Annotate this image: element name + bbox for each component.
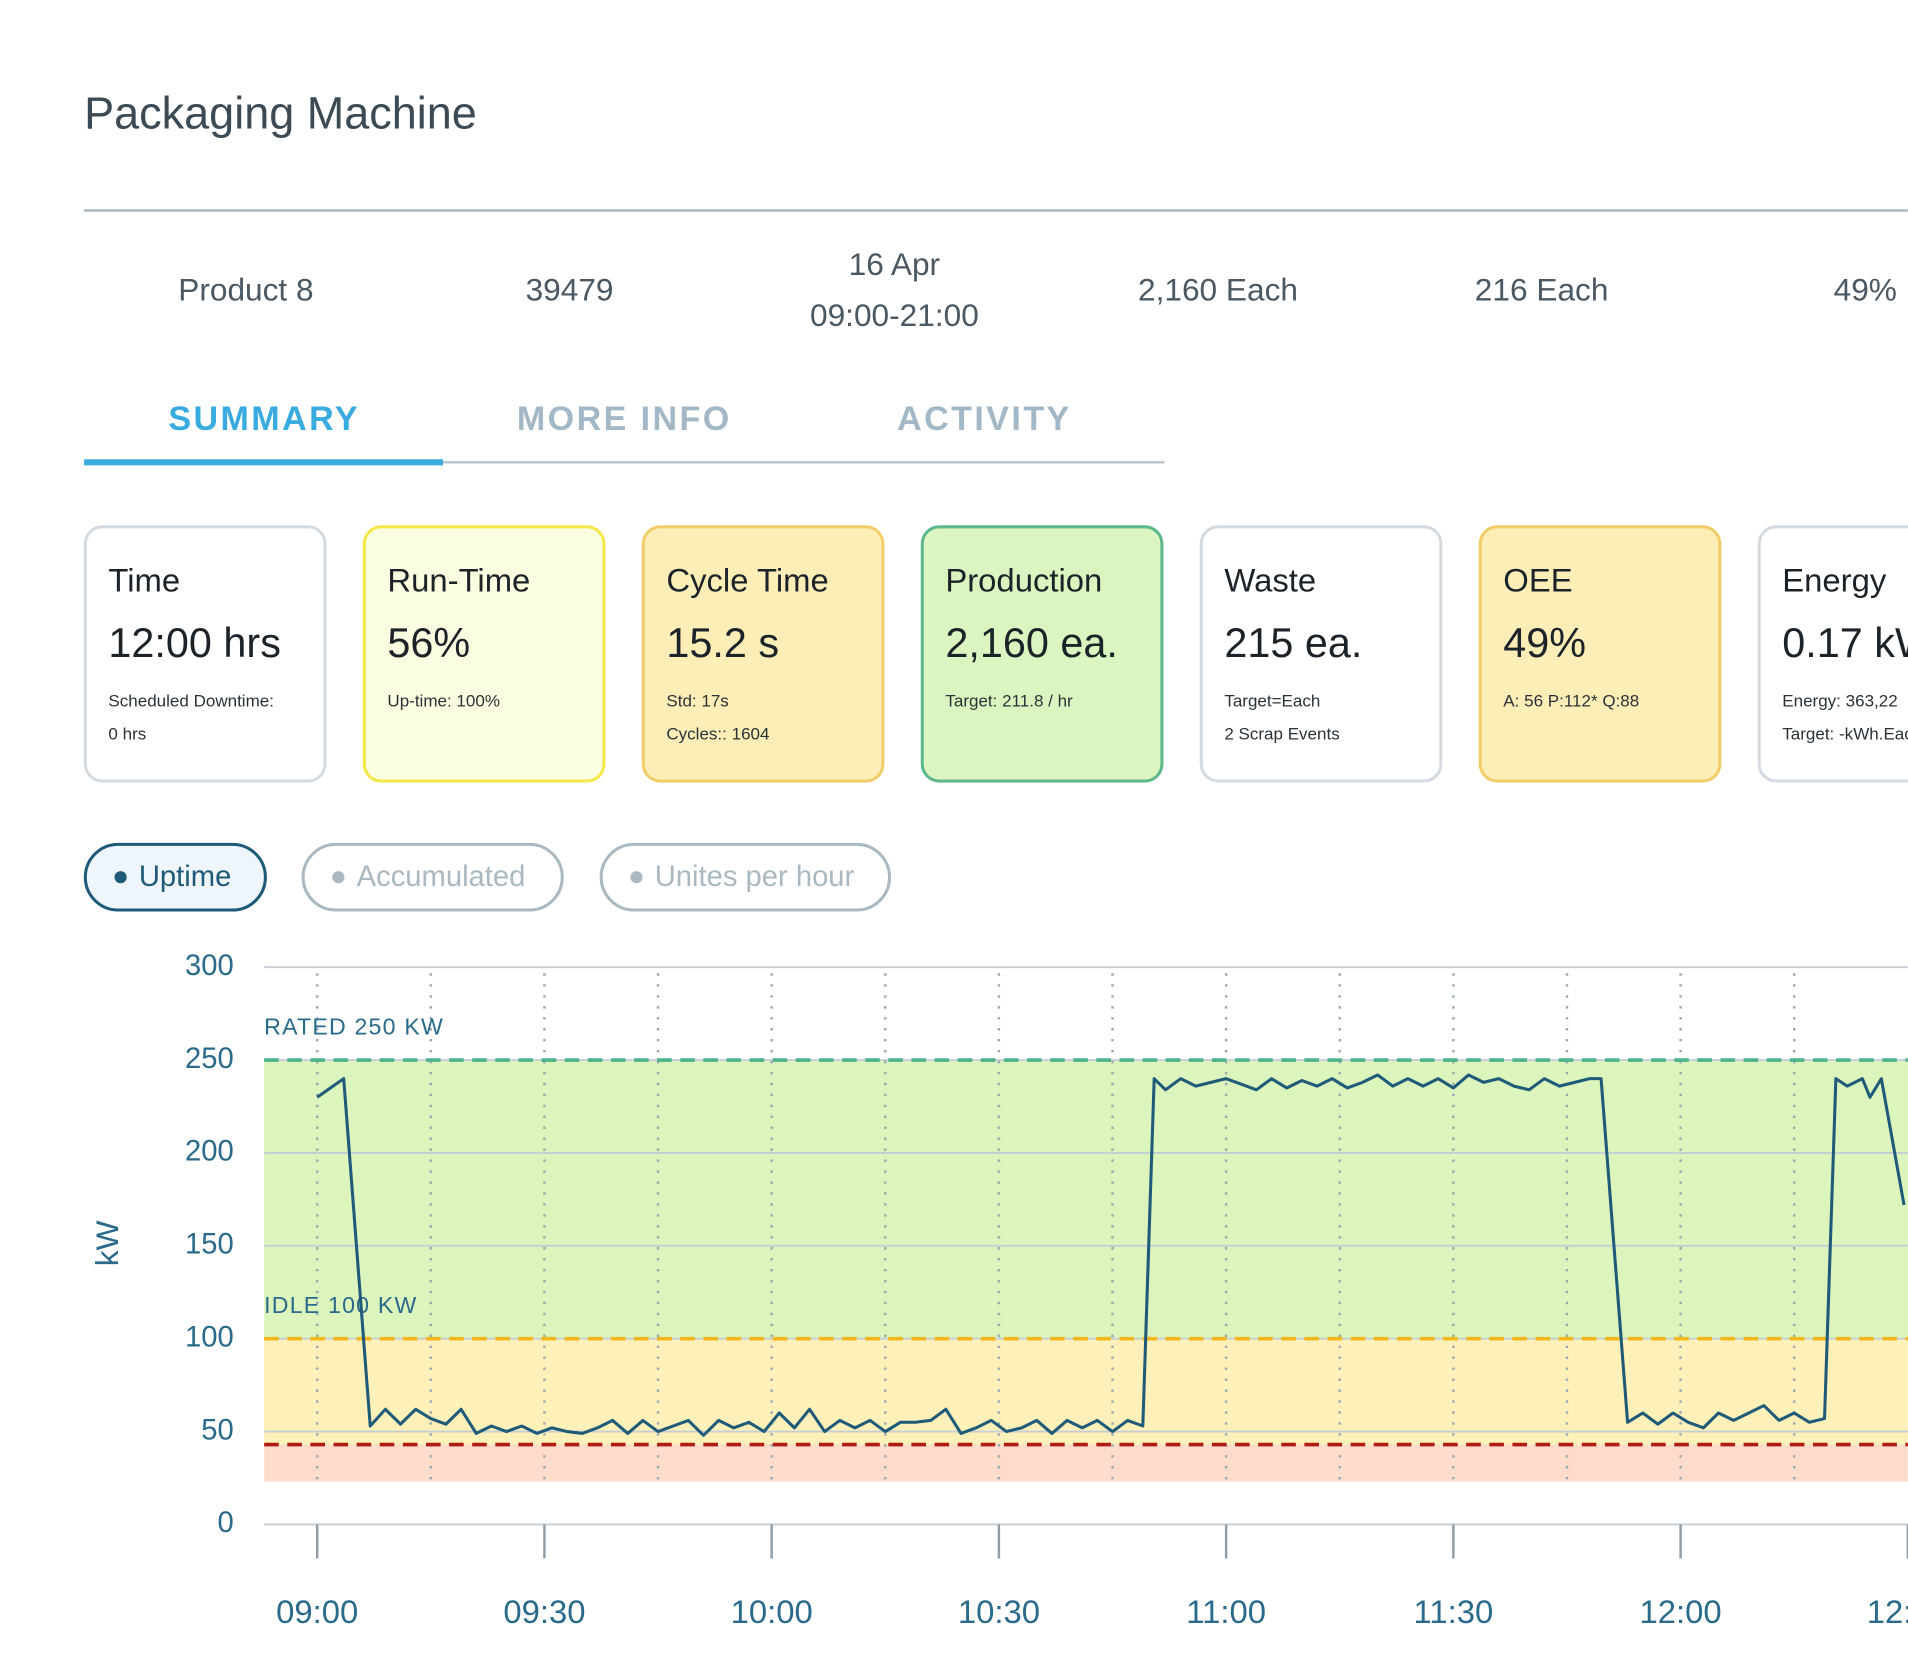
y-tick-label: 50 [201, 1414, 233, 1446]
x-tick-label: 10:00 [731, 1593, 813, 1630]
info-value: 2,160 Each [1138, 271, 1298, 307]
card-detail: Up-time: 100% [387, 691, 500, 710]
info-value: 39479 [526, 271, 614, 307]
x-tick-label: 11:00 [1186, 1593, 1266, 1630]
card-title: OEE [1503, 561, 1572, 598]
card-title: Energy [1782, 561, 1887, 598]
card-detail: A: 56 P:112* Q:88 [1503, 691, 1639, 710]
card-detail: Scheduled Downtime: [108, 691, 274, 710]
toggle[interactable] [83, 842, 267, 912]
card-detail: Target: -kWh.Each [1782, 724, 1908, 743]
x-tick-label: 12:30 [1867, 1593, 1908, 1630]
x-tick-label: 09:00 [276, 1593, 358, 1630]
card [641, 525, 885, 783]
y-tick-label: 0 [218, 1507, 234, 1539]
band [264, 1444, 1908, 1482]
x-tick-label: 11:30 [1414, 1593, 1494, 1630]
card-value: 15.2 s [666, 620, 779, 666]
card-detail: Target=Each [1224, 691, 1320, 710]
card-detail: 0 hrs [108, 724, 146, 743]
toggle-dot [114, 871, 127, 884]
tab[interactable]: ACTIVITY [897, 400, 1072, 438]
toggle-label: Uptime [139, 861, 231, 893]
card [362, 525, 606, 783]
x-tick-label: 09:30 [503, 1593, 585, 1630]
info-value: 09:00-21:00 [810, 297, 979, 333]
threshold-label: RATED 250 KW [264, 1014, 444, 1040]
card-value: 215 ea. [1224, 620, 1362, 666]
y-tick-label: 100 [185, 1321, 234, 1353]
card [83, 525, 327, 783]
card [1757, 525, 1908, 783]
card [920, 525, 1164, 783]
card-title: Run-Time [387, 561, 530, 598]
page-title: Packaging Machine [84, 88, 477, 139]
data-line [316, 1073, 1906, 1437]
card-title: Waste [1224, 561, 1316, 598]
info-value: 216 Each [1475, 271, 1609, 307]
card-value: 12:00 hrs [108, 620, 280, 666]
card-detail: Target: 211.8 / hr [945, 691, 1073, 710]
toggle-dot [332, 871, 345, 884]
y-tick-label: 250 [185, 1043, 234, 1075]
info-value: Product 8 [178, 271, 313, 307]
card [1478, 525, 1722, 783]
card-title: Cycle Time [666, 561, 828, 598]
toggle-label: Unites per hour [655, 861, 855, 893]
card-value: 0.17 kW [1782, 620, 1908, 666]
card-value: 2,160 ea. [945, 620, 1118, 666]
card-title: Time [108, 561, 180, 598]
card-detail: Energy: 363,22 [1782, 691, 1897, 710]
card-detail: Std: 17s [666, 691, 728, 710]
x-tick-label: 12:00 [1640, 1593, 1722, 1630]
x-tick-label: 10:30 [958, 1593, 1040, 1630]
y-tick-label: 300 [185, 950, 234, 982]
toggle[interactable] [301, 842, 564, 912]
card-detail: 2 Scrap Events [1224, 724, 1339, 743]
card-value: 56% [387, 620, 470, 666]
card-title: Production [945, 561, 1102, 598]
y-tick-label: 150 [185, 1229, 234, 1261]
tab[interactable]: SUMMARY [168, 400, 360, 438]
band [264, 1060, 1908, 1339]
card-value: 49% [1503, 620, 1586, 666]
card [1199, 525, 1443, 783]
tab[interactable]: MORE INFO [517, 400, 732, 438]
toggle[interactable] [599, 842, 892, 912]
info-value: 49% [1834, 271, 1897, 307]
y-axis-label: kW [89, 1220, 125, 1266]
toggle-dot [630, 871, 643, 884]
toggle-label: Accumulated [357, 861, 526, 893]
y-tick-label: 200 [185, 1136, 234, 1168]
info-value: 16 Apr [849, 246, 940, 282]
threshold-label: IDLE 100 KW [264, 1292, 417, 1318]
card-detail: Cycles:: 1604 [666, 724, 769, 743]
